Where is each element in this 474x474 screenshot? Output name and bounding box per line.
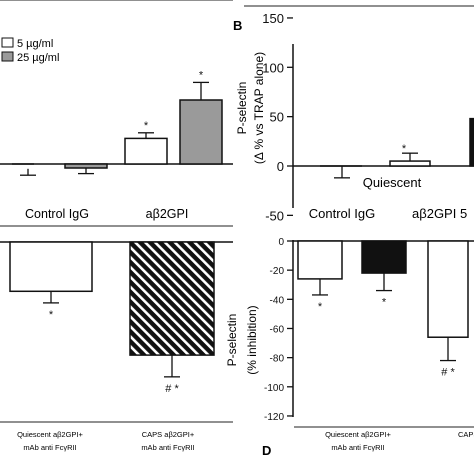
panel-c-significance-marker: *: [49, 309, 54, 321]
panel-letter-d: D: [262, 443, 271, 458]
panel-d-significance-marker: *: [382, 297, 387, 309]
panel-c-significance-marker: # *: [165, 383, 179, 395]
panel-a-bar: [179, 99, 223, 165]
chart-marks: * * -50 0 50 100 150 * * # * 0 -20 -40 -60 -80 -100 -120…: [9, 11, 474, 423]
panel-a-significance-marker: *: [144, 120, 149, 132]
panel-d-ytick-label: -80: [270, 354, 285, 365]
panel-d-category-2-line1: CAPS: [458, 430, 474, 439]
panel-d-ytick-label: 0: [278, 237, 284, 248]
panel-b-category-note: Quiescent: [363, 175, 422, 190]
legend-label-5: 5 µg/ml: [17, 38, 53, 50]
panel-c-bar: [129, 241, 215, 356]
panel-b-group-label-ab2gpi: aβ2GPI 5: [412, 206, 467, 221]
panel-a-significance-marker: *: [199, 69, 204, 81]
panel-c-category-2-line1: CAPS aβ2GPI+: [142, 430, 195, 439]
panel-b-ytick-label: 50: [270, 110, 284, 125]
legend-swatch-5: [1, 37, 14, 48]
panel-letter-b: B: [233, 18, 242, 33]
panel-c-category-2-line2: mAb anti FcγRII: [141, 443, 194, 452]
panel-a-bar: [64, 163, 108, 169]
panel-d-significance-marker: *: [318, 301, 323, 313]
panel-c-category-1-line1: Quiescent aβ2GPI+: [17, 430, 83, 439]
panel-d-significance-marker: # *: [441, 367, 455, 379]
panel-b-ytick-label: -50: [265, 208, 284, 223]
legend-swatch-25: [1, 51, 14, 62]
panel-a-group-label-control: Control IgG: [25, 207, 89, 221]
panel-b-bar: [389, 160, 431, 167]
panel-d-ytick-label: -120: [264, 412, 284, 423]
panel-b: B P-selectin (Δ % vs TRAP alone) Quiesce…: [233, 18, 474, 221]
panel-d-ylabel-line2: (% inhibition): [245, 305, 259, 374]
panel-a: 5 µg/ml 25 µg/ml Control IgG aβ2GPI: [0, 37, 233, 221]
panel-b-ytick-label: 100: [262, 60, 284, 75]
panel-c-category-1-line2: mAb anti FcγRII: [23, 443, 76, 452]
panel-b-ylabel-line2: (Δ % vs TRAP alone): [252, 52, 266, 164]
panel-d-ytick-label: -60: [270, 324, 285, 335]
panel-d-ytick-label: -40: [270, 295, 285, 306]
panel-a-bar: [124, 137, 168, 165]
panel-d-bar: [361, 240, 407, 274]
panel-d-category-1-line1: Quiescent aβ2GPI+: [325, 430, 391, 439]
panel-d-ytick-label: -100: [264, 383, 284, 394]
panel-d-ylabel-line1: P-selectin: [225, 314, 239, 367]
panel-d-ytick-label: -20: [270, 266, 285, 277]
panel-b-bar: [469, 117, 474, 167]
legend-label-25: 25 µg/ml: [17, 52, 59, 64]
panel-b-ytick-label: 150: [262, 11, 284, 26]
panel-d-category-1-line2: mAb anti FcγRII: [331, 443, 384, 452]
panel-b-significance-marker: *: [402, 143, 407, 155]
panel-c-bar: [9, 241, 93, 293]
panel-a-group-label-ab2gpi: aβ2GPI: [146, 207, 189, 221]
panel-b-ylabel-line1: P-selectin: [235, 82, 249, 135]
panel-d-bar: [297, 240, 343, 280]
panel-b-ytick-label: 0: [277, 159, 284, 174]
panel-d-bar: [427, 240, 469, 338]
panel-b-group-label-control: Control IgG: [309, 206, 375, 221]
